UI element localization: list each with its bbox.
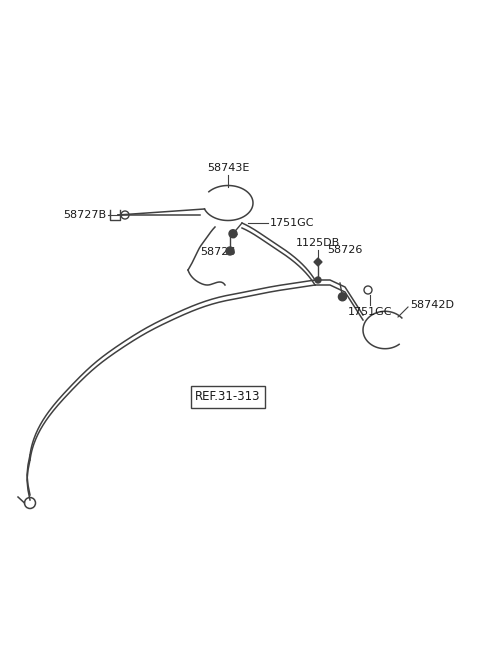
Text: 58726: 58726 (200, 247, 236, 257)
Text: 1751GC: 1751GC (270, 218, 314, 228)
Text: 1125DB: 1125DB (296, 238, 340, 248)
Polygon shape (314, 258, 322, 266)
Text: 58742D: 58742D (410, 300, 454, 310)
Text: REF.31-313: REF.31-313 (195, 390, 261, 403)
Circle shape (338, 293, 347, 301)
Circle shape (226, 247, 234, 255)
Text: 58727B: 58727B (63, 210, 106, 220)
Text: 58743E: 58743E (207, 163, 249, 173)
Circle shape (229, 230, 237, 238)
Text: 58726: 58726 (327, 245, 363, 255)
Circle shape (315, 277, 321, 283)
Text: 1751GC: 1751GC (348, 307, 392, 317)
